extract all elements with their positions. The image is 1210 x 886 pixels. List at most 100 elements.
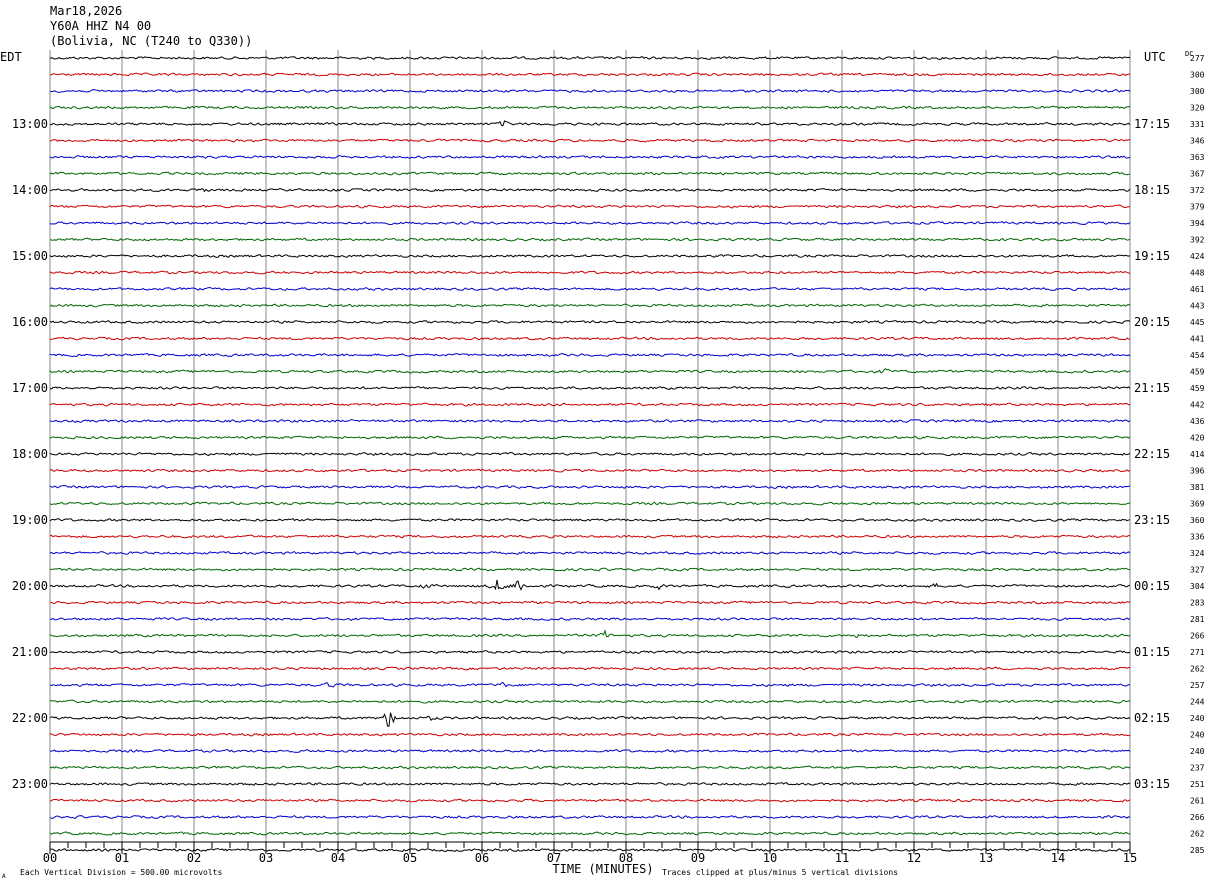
dc-offset-label: 281 <box>1190 615 1205 624</box>
header-date: Mar18,2026 <box>50 4 123 18</box>
trace-row-44 <box>49 782 1131 786</box>
trace-row-4 <box>49 120 1131 126</box>
trace-row-8 <box>49 188 1131 193</box>
trace-row-31 <box>49 567 1131 572</box>
x-tick-label: 07 <box>547 851 561 865</box>
dc-offset-label: 381 <box>1190 483 1205 492</box>
trace-row-45 <box>49 798 1131 803</box>
dc-offset-label: 300 <box>1190 71 1205 80</box>
dc-offset-label: 459 <box>1190 384 1205 393</box>
right-hour-label: 20:15 <box>1134 315 1170 329</box>
trace-row-10 <box>49 221 1131 225</box>
right-hour-label: 02:15 <box>1134 711 1170 725</box>
trace-row-6 <box>49 155 1131 159</box>
x-tick-label: 00 <box>43 851 57 865</box>
dc-header-label: DC <box>1185 50 1193 58</box>
trace-row-46 <box>49 815 1131 819</box>
x-tick-label: 05 <box>403 851 417 865</box>
trace-row-24 <box>49 452 1131 456</box>
trace-row-40 <box>49 712 1131 727</box>
left-hour-label: 22:00 <box>12 711 48 725</box>
trace-row-12 <box>49 254 1131 258</box>
left-hour-label: 13:00 <box>12 117 48 131</box>
dc-offset-label: 251 <box>1190 780 1205 789</box>
right-hour-label: 17:15 <box>1134 117 1170 131</box>
dc-offset-label: 379 <box>1190 203 1205 212</box>
right-hour-label: 03:15 <box>1134 777 1170 791</box>
left-hour-label: 17:00 <box>12 381 48 395</box>
left-hour-label: 14:00 <box>12 183 48 197</box>
dc-offset-label: 372 <box>1190 186 1205 195</box>
dc-offset-label: 436 <box>1190 417 1205 426</box>
dc-offset-label: 414 <box>1190 450 1205 459</box>
trace-row-26 <box>49 484 1131 489</box>
trace-row-1 <box>49 72 1131 77</box>
dc-offset-label: 327 <box>1190 566 1205 575</box>
trace-row-39 <box>49 699 1131 704</box>
x-tick-label: 11 <box>835 851 849 865</box>
right-zone-label: UTC <box>1144 50 1166 64</box>
left-hour-label: 18:00 <box>12 447 48 461</box>
trace-row-29 <box>49 534 1131 539</box>
dc-offset-label: 445 <box>1190 318 1205 327</box>
trace-row-7 <box>49 171 1131 176</box>
x-tick-label: 14 <box>1051 851 1065 865</box>
scale-note: Each Vertical Division = 500.00 microvol… <box>20 868 222 877</box>
dc-offset-label: 262 <box>1190 830 1205 839</box>
x-tick-label: 09 <box>691 851 705 865</box>
trace-row-21 <box>49 402 1131 407</box>
dc-offset-label: 237 <box>1190 764 1205 773</box>
right-hour-label: 01:15 <box>1134 645 1170 659</box>
corner-mark: A <box>2 873 6 880</box>
dc-offset-label: 262 <box>1190 665 1205 674</box>
trace-row-9 <box>49 204 1131 209</box>
dc-offset-label: 283 <box>1190 599 1205 608</box>
header-location: (Bolivia, NC (T240 to Q330)) <box>50 34 253 48</box>
x-tick-label: 01 <box>115 851 129 865</box>
x-tick-label: 15 <box>1123 851 1137 865</box>
trace-row-32 <box>49 579 1131 591</box>
right-hour-label: 23:15 <box>1134 513 1170 527</box>
x-tick-label: 08 <box>619 851 633 865</box>
dc-offset-label: 300 <box>1190 87 1205 96</box>
dc-offset-label: 261 <box>1190 797 1205 806</box>
trace-row-48 <box>49 848 1131 852</box>
trace-row-14 <box>49 287 1131 291</box>
dc-offset-label: 320 <box>1190 104 1205 113</box>
dc-offset-label: 285 <box>1190 846 1205 855</box>
dc-offset-label: 396 <box>1190 467 1205 476</box>
trace-row-41 <box>49 732 1131 737</box>
x-tick-label: 10 <box>763 851 777 865</box>
label-group: 277 300 300 320 331 346 363 367 372 379 394 392 424 4… <box>0 50 1205 855</box>
dc-offset-label: 324 <box>1190 549 1205 558</box>
dc-offset-label: 442 <box>1190 401 1205 410</box>
x-tick-label: 06 <box>475 851 489 865</box>
dc-offset-label: 367 <box>1190 170 1205 179</box>
right-hour-label: 00:15 <box>1134 579 1170 593</box>
dc-offset-label: 257 <box>1190 681 1205 690</box>
trace-row-38 <box>49 682 1131 688</box>
dc-offset-label: 304 <box>1190 582 1205 591</box>
x-tick-label: 04 <box>331 851 345 865</box>
left-zone-label: EDT <box>0 50 22 64</box>
dc-offset-label: 240 <box>1190 747 1205 756</box>
dc-offset-label: 392 <box>1190 236 1205 245</box>
trace-row-13 <box>49 270 1131 275</box>
trace-row-35 <box>49 629 1131 639</box>
dc-offset-label: 443 <box>1190 302 1205 311</box>
dc-offset-label: 424 <box>1190 252 1205 261</box>
trace-row-20 <box>49 386 1131 390</box>
minute-grid <box>49 50 1131 842</box>
left-hour-label: 23:00 <box>12 777 48 791</box>
dc-offset-label: 336 <box>1190 533 1205 542</box>
trace-row-27 <box>49 501 1131 506</box>
dc-offset-label: 363 <box>1190 153 1205 162</box>
x-tick-label: 12 <box>907 851 921 865</box>
trace-row-16 <box>49 320 1131 324</box>
right-hour-label: 19:15 <box>1134 249 1170 263</box>
x-tick-label: 03 <box>259 851 273 865</box>
trace-row-33 <box>49 600 1131 605</box>
trace-row-17 <box>49 336 1131 341</box>
right-hour-label: 18:15 <box>1134 183 1170 197</box>
